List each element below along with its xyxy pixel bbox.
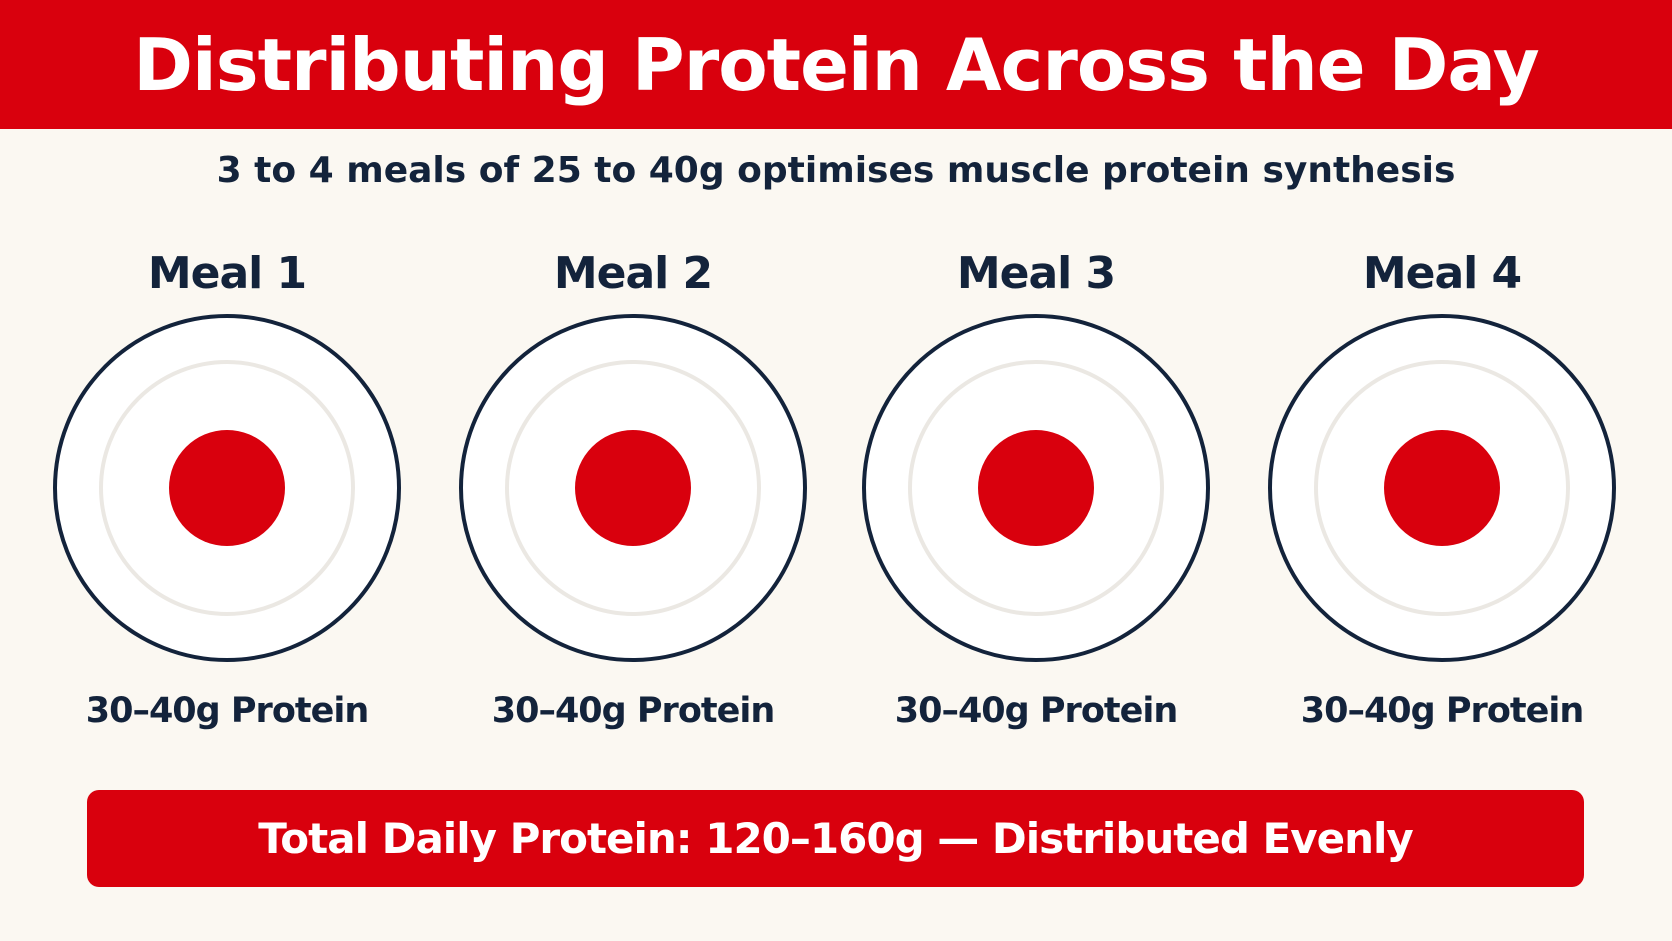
meal-2: Meal 2 30–40g Protein xyxy=(453,248,813,748)
protein-portion-icon xyxy=(575,430,691,546)
meal-3: Meal 3 30–40g Protein xyxy=(856,248,1216,748)
protein-portion-icon xyxy=(169,430,285,546)
protein-portion-icon xyxy=(1384,430,1500,546)
total-banner: Total Daily Protein: 120–160g — Distribu… xyxy=(87,790,1584,887)
meal-protein-amount: 30–40g Protein xyxy=(491,691,776,731)
plate-icon xyxy=(458,313,808,663)
subtitle: 3 to 4 meals of 25 to 40g optimises musc… xyxy=(216,150,1456,191)
meal-protein-amount: 30–40g Protein xyxy=(894,691,1179,731)
meal-1: Meal 1 30–40g Protein xyxy=(47,248,407,748)
meal-title: Meal 2 xyxy=(553,248,713,299)
meal-protein-amount: 30–40g Protein xyxy=(1300,691,1585,731)
protein-portion-icon xyxy=(978,430,1094,546)
page-title: Distributing Protein Across the Day xyxy=(133,22,1539,107)
plate-icon xyxy=(52,313,402,663)
title-banner: Distributing Protein Across the Day xyxy=(0,0,1672,129)
meal-title: Meal 3 xyxy=(956,248,1116,299)
meal-protein-amount: 30–40g Protein xyxy=(85,691,370,731)
meal-4: Meal 4 30–40g Protein xyxy=(1262,248,1622,748)
meal-title: Meal 1 xyxy=(147,248,307,299)
plate-icon xyxy=(1267,313,1617,663)
total-daily-protein: Total Daily Protein: 120–160g — Distribu… xyxy=(258,814,1414,863)
meal-title: Meal 4 xyxy=(1362,248,1522,299)
plate-icon xyxy=(861,313,1211,663)
